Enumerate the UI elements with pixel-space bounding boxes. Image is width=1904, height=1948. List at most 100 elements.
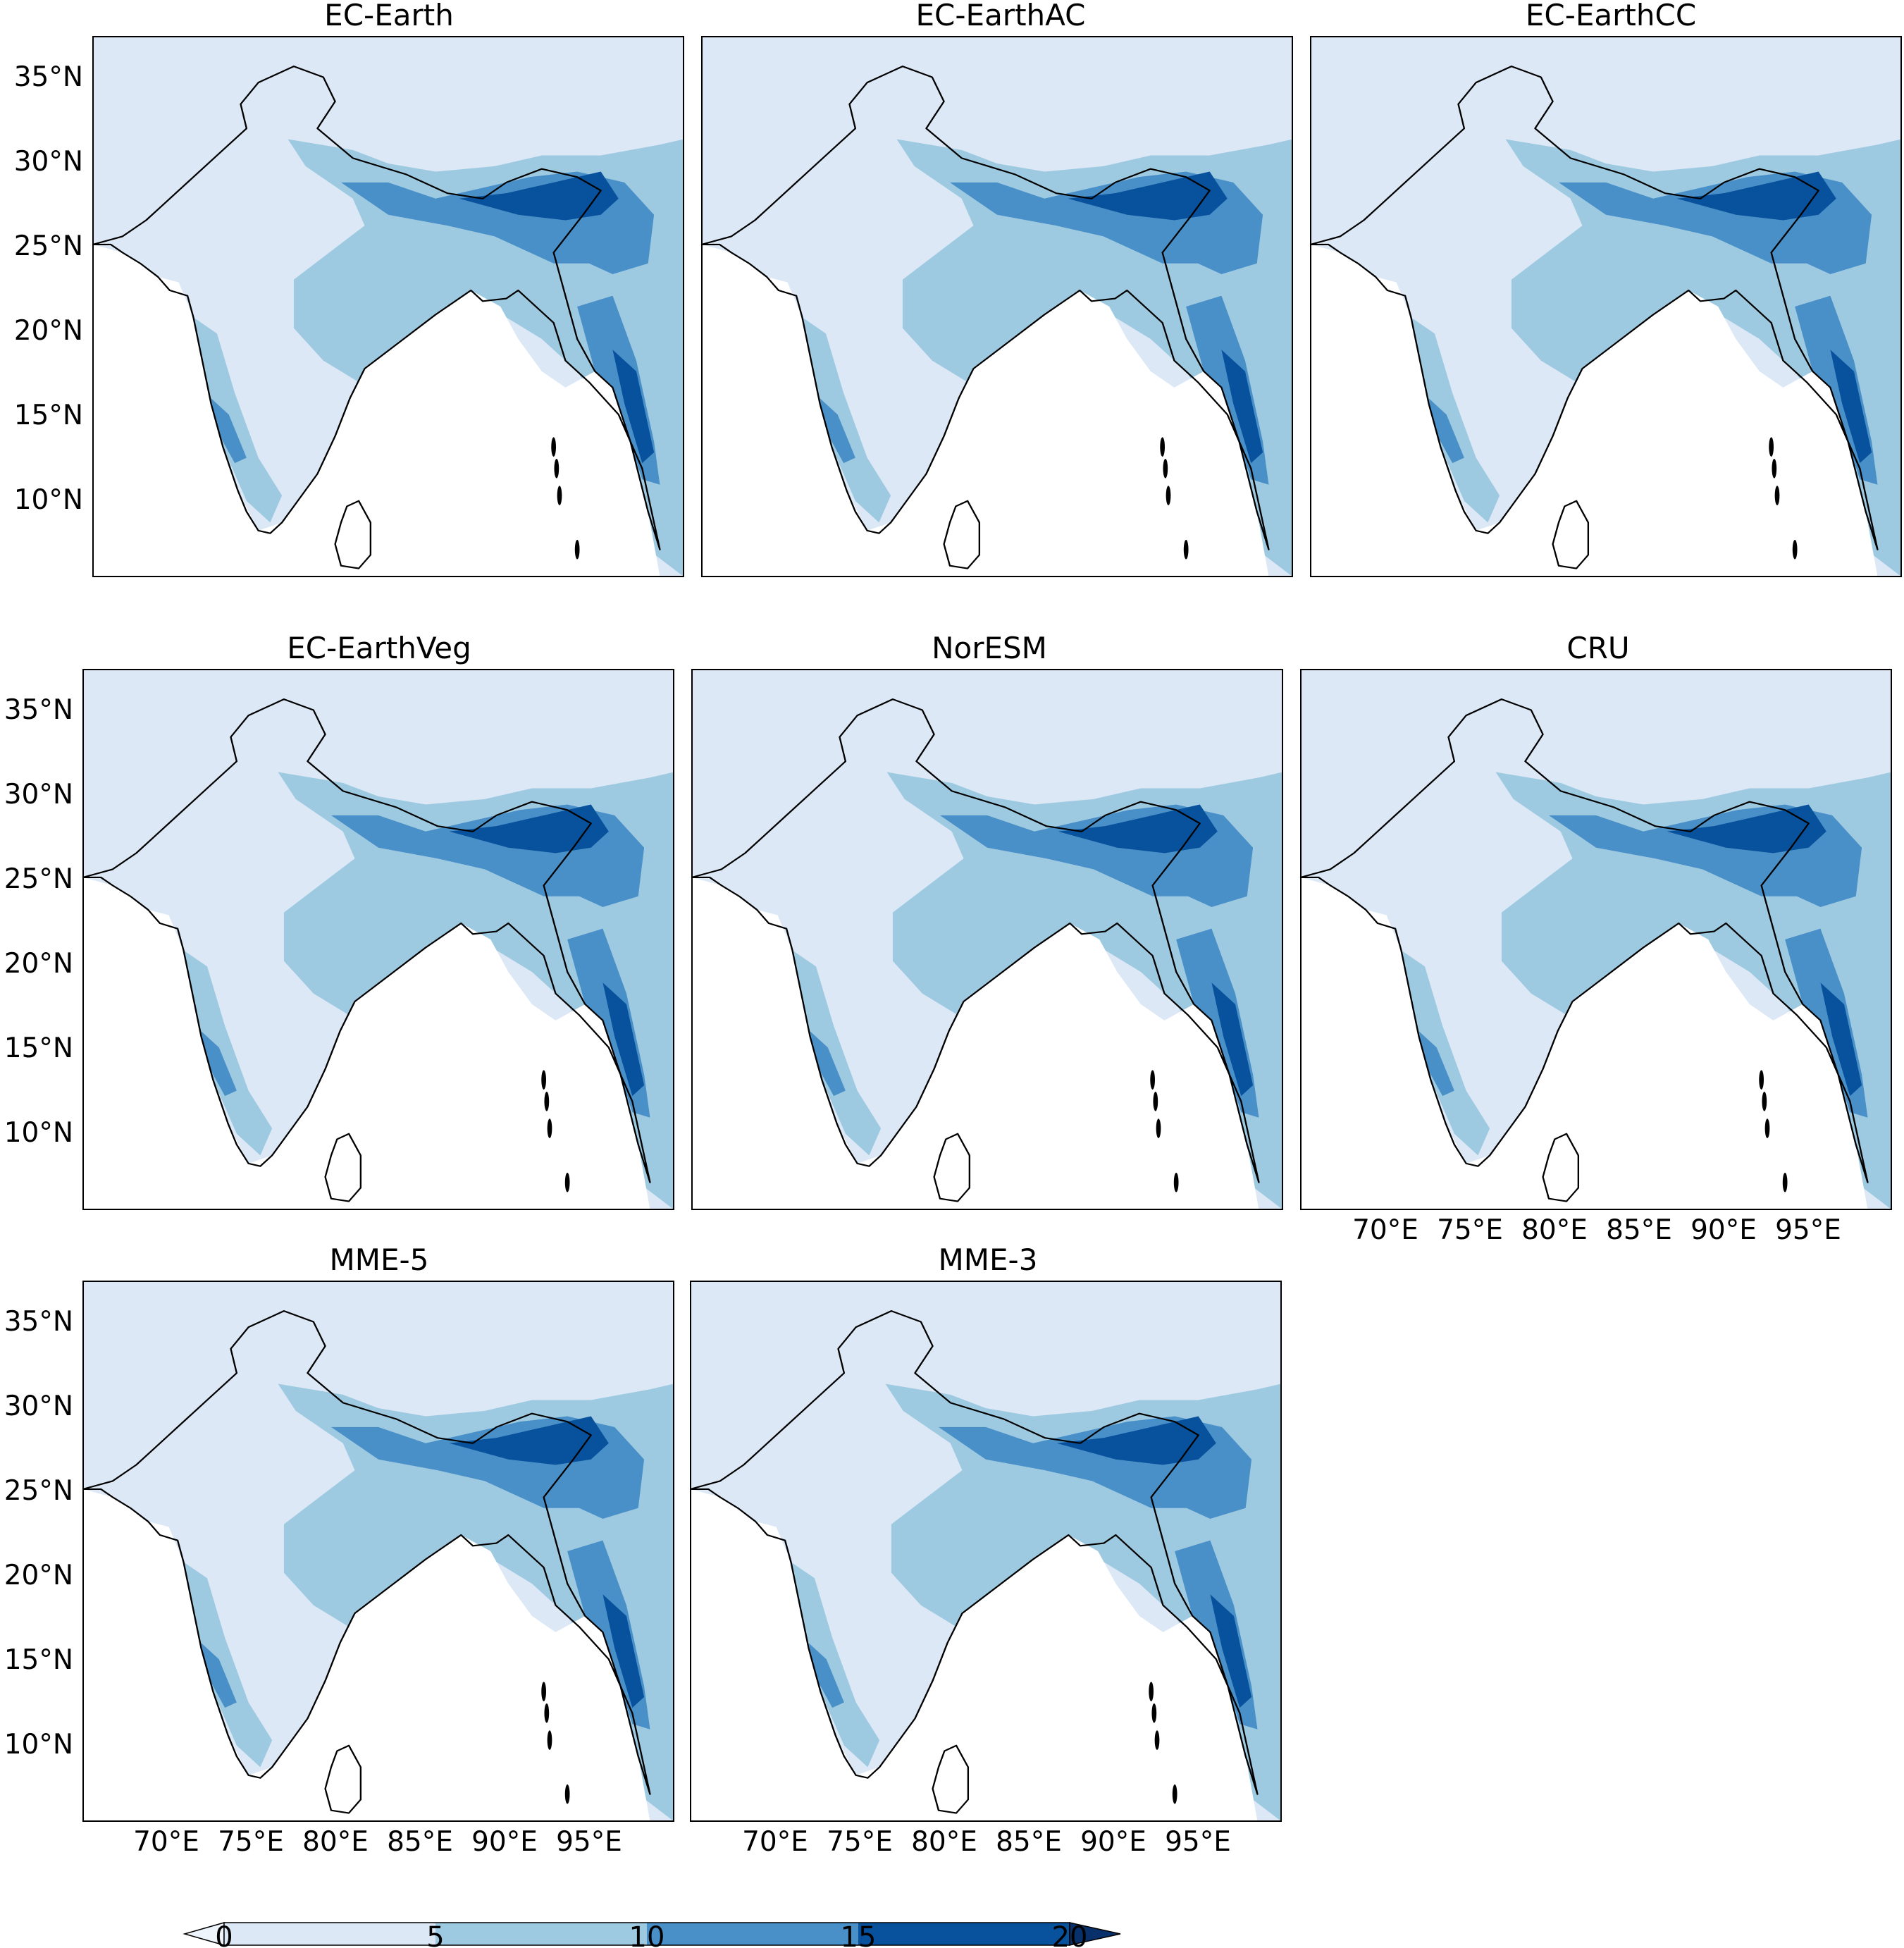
lon-tick-label: 75°E: [1437, 1214, 1503, 1246]
lon-tick-label: 85°E: [1606, 1214, 1672, 1246]
map-panel: [1299, 670, 1891, 1209]
coastline-border: [689, 1310, 1259, 1795]
lat-tick-label: 15°N: [4, 1032, 73, 1064]
precip-level-15-20: [1221, 350, 1263, 464]
precip-level-5-10: [791, 1562, 880, 1768]
map-panel: [82, 670, 674, 1209]
lat-tick-label: 15°N: [4, 1644, 73, 1676]
coastline-border: [82, 1310, 651, 1795]
lon-tick-label: 95°E: [1775, 1214, 1841, 1246]
map-frame: [82, 669, 674, 1210]
island-marker: [1183, 539, 1189, 560]
sri-lanka-outline: [932, 1744, 970, 1814]
precip-level-10-15: [820, 398, 855, 464]
lat-tick-label: 35°N: [4, 694, 73, 726]
lon-tick-label: 90°E: [471, 1826, 538, 1858]
ocean-mask: [691, 1488, 1258, 1821]
precip-level-10-15: [810, 1031, 846, 1097]
ocean-mask: [83, 1488, 650, 1821]
precip-level-5-10: [802, 317, 891, 523]
island-marker: [564, 1784, 570, 1804]
island-marker: [1762, 1092, 1767, 1111]
precip-level-15-20: [1210, 1594, 1252, 1708]
map-panel: [700, 37, 1292, 577]
colorbar-segment: [647, 1923, 858, 1945]
lat-tick-label: 30°N: [14, 146, 83, 178]
lat-tick-label: 20°N: [4, 948, 73, 980]
panel-title: MME-5: [330, 1243, 429, 1277]
sri-lanka-outline: [324, 1133, 362, 1202]
lat-tick-label: 30°N: [4, 1391, 73, 1422]
island-marker: [1160, 437, 1165, 457]
island-marker: [1166, 486, 1171, 505]
lon-tick-label: 70°E: [742, 1826, 808, 1858]
precip-level-10-15: [808, 1643, 844, 1708]
island-marker: [551, 437, 556, 457]
island-marker: [541, 1070, 546, 1090]
map-frame: [1300, 669, 1892, 1210]
island-marker: [1759, 1070, 1764, 1090]
lon-tick-label: 85°E: [996, 1826, 1062, 1858]
precip-level-15-20: [449, 1416, 609, 1465]
lat-tick-label: 25°N: [4, 863, 73, 895]
island-marker: [1149, 1682, 1154, 1701]
lon-tick-label: 90°E: [1690, 1214, 1757, 1246]
lon-tick-label: 70°E: [133, 1826, 199, 1858]
lat-tick-label: 15°N: [14, 400, 83, 431]
precip-level-15-20: [1820, 982, 1862, 1097]
lon-tick-label: 80°E: [1521, 1214, 1588, 1246]
colorbar-tick-label: 5: [426, 1921, 444, 1948]
island-marker: [554, 459, 560, 479]
lon-tick-label: 80°E: [911, 1826, 977, 1858]
precip-level-5-10: [1411, 317, 1500, 523]
colorbar-tick-label: 20: [1052, 1921, 1088, 1948]
coastline-border: [82, 698, 651, 1183]
lat-tick-label: 20°N: [14, 315, 83, 347]
island-marker: [1153, 1092, 1158, 1111]
lat-tick-label: 30°N: [4, 779, 73, 810]
ocean-mask: [1311, 244, 1878, 577]
map-panel: [82, 1281, 674, 1821]
lon-tick-label: 80°E: [302, 1826, 369, 1858]
island-marker: [1772, 459, 1777, 479]
panel-title: MME-3: [939, 1243, 1038, 1277]
panel-title: EC-EarthAC: [916, 0, 1086, 32]
precip-level-15-20: [1830, 350, 1872, 464]
precip-level-10-15: [1418, 1031, 1454, 1097]
map-panels: [82, 36, 1902, 1822]
precip-level-15-20: [1068, 171, 1228, 221]
lat-tick-label: 20°N: [4, 1560, 73, 1591]
precip-level-10-15: [211, 398, 247, 464]
coastline-border: [700, 66, 1270, 550]
ocean-mask: [692, 877, 1259, 1209]
colorbar-tick-label: 10: [629, 1921, 665, 1948]
coastline-border: [1299, 698, 1869, 1183]
lon-tick-label: 90°E: [1080, 1826, 1146, 1858]
colorbar: 0 5 10 15 20: [183, 1921, 1121, 1948]
sri-lanka-outline: [933, 1133, 971, 1202]
lat-tick-label: 10°N: [4, 1117, 73, 1149]
sri-lanka-outline: [324, 1744, 362, 1814]
precip-level-15-20: [1211, 982, 1254, 1097]
sri-lanka-outline: [1552, 500, 1590, 569]
island-marker: [1150, 1070, 1155, 1090]
precip-level-5-10: [1401, 950, 1490, 1156]
map-frame: [82, 1281, 674, 1822]
precip-level-10-15: [1428, 398, 1464, 464]
precip-level-10-15: [201, 1643, 237, 1708]
ocean-mask: [83, 877, 650, 1209]
map-panel: [689, 1281, 1281, 1821]
colorbar-tick-label: 15: [841, 1921, 877, 1948]
island-marker: [544, 1703, 550, 1723]
island-marker: [1764, 1118, 1770, 1138]
lat-tick-label: 35°N: [14, 61, 83, 93]
ocean-mask: [1301, 877, 1868, 1209]
panel-title: NorESM: [932, 631, 1047, 665]
lon-tick-label: 75°E: [827, 1826, 893, 1858]
lon-tick-label: 75°E: [218, 1826, 284, 1858]
lat-tick-label: 10°N: [14, 484, 83, 516]
island-marker: [1792, 539, 1798, 560]
island-marker: [1774, 486, 1780, 505]
precip-level-15-20: [602, 1594, 645, 1708]
island-marker: [1151, 1703, 1157, 1723]
